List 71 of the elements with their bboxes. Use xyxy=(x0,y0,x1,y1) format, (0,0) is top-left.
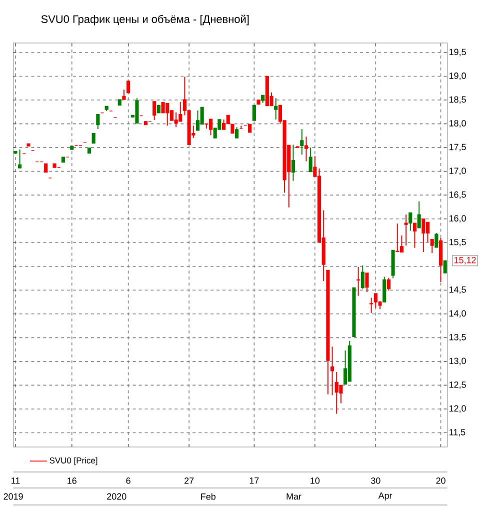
candlestick xyxy=(356,266,360,296)
candlestick xyxy=(304,136,308,162)
candlestick xyxy=(308,147,312,172)
candlestick xyxy=(434,232,438,248)
y-tick-label: 13,0 xyxy=(449,358,466,366)
candlestick xyxy=(291,144,295,182)
legend-label: SVU0 [Price] xyxy=(50,457,98,466)
y-tick-label: 18,0 xyxy=(449,120,466,128)
y-tick-label: 12,0 xyxy=(449,405,466,413)
candlestick xyxy=(178,101,182,122)
candlestick xyxy=(92,132,96,144)
y-tick-label: 14,5 xyxy=(449,286,466,294)
y-tick-label: 17,0 xyxy=(449,168,466,176)
y-tick-label: 16,5 xyxy=(449,191,466,199)
candlestick xyxy=(369,297,373,314)
candlestick xyxy=(339,384,343,404)
candlestick xyxy=(408,212,412,232)
text: 15,12 xyxy=(454,256,476,264)
x-tick-label: 17 xyxy=(250,478,259,484)
candlestick xyxy=(174,112,178,128)
candlestick xyxy=(152,100,156,120)
y-tick-label: 17,5 xyxy=(449,144,466,152)
candlestick xyxy=(334,371,338,414)
y-tick-label: 16,0 xyxy=(449,215,466,223)
x2-tick-label: 2020 xyxy=(106,493,126,500)
candlestick xyxy=(122,89,126,100)
x-tick-label: 10 xyxy=(310,478,320,484)
x-tick-label: 20 xyxy=(436,478,446,484)
x-tick-label: 16 xyxy=(67,478,76,484)
y-tick-label: 15,5 xyxy=(449,238,466,246)
x2-tick-label: Mar xyxy=(286,493,302,500)
candlestick xyxy=(165,102,170,126)
candlestick xyxy=(330,346,334,396)
chart-title: SVU0 График цены и объёма - [Дневной] xyxy=(41,14,249,26)
x-tick-label: 30 xyxy=(370,478,380,484)
y-tick-label: 19,0 xyxy=(449,72,466,80)
candlestick xyxy=(430,238,434,254)
candlestick xyxy=(135,98,139,124)
y-tick-label: 19,5 xyxy=(449,48,466,56)
x2-tick-label: Apr xyxy=(378,492,392,500)
candlestick xyxy=(395,223,400,252)
x2-tick-label: 2019 xyxy=(4,493,23,500)
y-tick-label: 18,5 xyxy=(449,96,466,104)
candlestick xyxy=(360,264,364,290)
candlestick xyxy=(18,148,22,168)
candlestick xyxy=(126,80,130,94)
candlestick xyxy=(234,126,238,139)
y-tick-label: 13,5 xyxy=(449,334,466,342)
x2-tick-label: Feb xyxy=(201,493,216,500)
y-tick-label: 11,5 xyxy=(449,429,466,436)
candlestick xyxy=(300,128,304,156)
y-tick-label: 14,0 xyxy=(449,310,466,318)
candlestick xyxy=(404,214,408,246)
x-tick-label: 11 xyxy=(11,478,20,484)
candlestick xyxy=(412,222,416,248)
candlestick xyxy=(365,272,369,293)
candlestick xyxy=(96,114,100,130)
x-tick-label: 6 xyxy=(126,478,130,484)
x-tick-label: 27 xyxy=(184,478,194,484)
y-tick-label: 12,5 xyxy=(449,381,466,389)
candlestick xyxy=(382,276,386,303)
candlestick xyxy=(400,234,404,253)
candlestick xyxy=(252,104,256,121)
candlestick xyxy=(417,200,421,228)
candlestick xyxy=(386,277,390,292)
candlestick xyxy=(230,124,234,134)
candlestick xyxy=(274,98,278,120)
candlestick xyxy=(421,218,426,253)
candlestick xyxy=(426,222,430,243)
candlestick xyxy=(208,118,212,136)
candlestick xyxy=(443,260,447,274)
